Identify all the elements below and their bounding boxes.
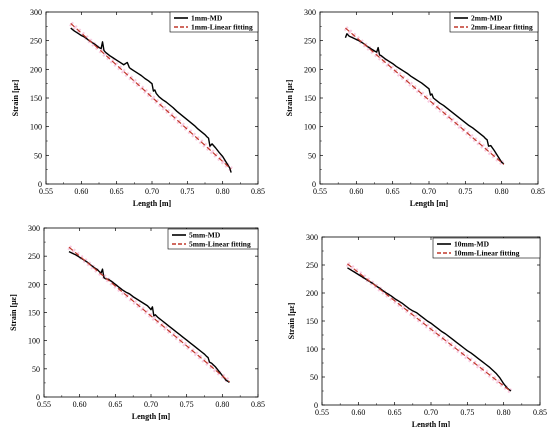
y-tick-label: 50 <box>308 151 316 160</box>
y-tick-label: 200 <box>30 65 42 74</box>
series-line-md <box>68 251 230 383</box>
y-tick-label: 300 <box>304 8 316 17</box>
y-tick-label: 250 <box>306 261 318 270</box>
x-tick-label: 0.60 <box>74 187 88 196</box>
series-line-md <box>70 27 232 173</box>
x-tick-label: 0.80 <box>495 187 509 196</box>
x-tick-label: 0.75 <box>180 400 194 409</box>
x-tick-label: 0.65 <box>110 187 124 196</box>
y-tick-label: 200 <box>306 289 318 298</box>
x-tick-label: 0.65 <box>388 408 402 417</box>
y-tick-label: 150 <box>28 309 40 318</box>
x-tick-label: 0.60 <box>349 187 363 196</box>
x-tick-label: 0.70 <box>145 187 159 196</box>
y-tick-label: 0 <box>38 180 42 189</box>
x-tick-label: 0.75 <box>180 187 194 196</box>
y-tick-label: 200 <box>304 65 316 74</box>
x-tick-label: 0.70 <box>422 187 436 196</box>
y-tick-label: 200 <box>28 280 40 289</box>
y-axis-label: Strain [µε] <box>9 294 18 331</box>
y-axis-label: Strain [µε] <box>285 79 294 116</box>
y-tick-label: 300 <box>306 233 318 242</box>
y-tick-label: 50 <box>34 151 42 160</box>
y-tick-label: 250 <box>304 37 316 46</box>
series-line-linear-fitting <box>345 27 505 165</box>
legend-box <box>169 11 259 33</box>
x-tick-label: 0.60 <box>73 400 87 409</box>
x-tick-label: 0.85 <box>251 400 265 409</box>
series-line-linear-fitting <box>68 246 230 383</box>
plot-area <box>67 245 232 384</box>
x-tick-label: 0.70 <box>424 408 438 417</box>
x-tick-label: 0.75 <box>458 187 472 196</box>
x-tick-label: 0.65 <box>108 400 122 409</box>
chart-panel-3: 0.55 0.60 0.65 0.70 0.75 0.80 0.85 0 50 100 150 200… <box>9 224 265 421</box>
chart-panel-2: 0.55 0.60 0.65 0.70 0.75 0.80 0.85 0 50 100 150 200… <box>285 8 545 208</box>
legend-label-md: 2mm-MD <box>471 14 503 23</box>
x-tick-label: 0.85 <box>533 408 547 417</box>
legend-label-linear-fitting: 1mm-Linear fitting <box>191 23 253 32</box>
y-tick-label: 100 <box>306 345 318 354</box>
y-tick-label: 150 <box>304 94 316 103</box>
x-axis-label: Length [m] <box>132 412 171 421</box>
y-tick-label: 100 <box>304 123 316 132</box>
legend-label-md: 5mm-MD <box>189 231 221 240</box>
x-tick-label: 0.55 <box>39 187 53 196</box>
legend-label-linear-fitting: 10mm-Linear fitting <box>454 249 520 258</box>
x-tick-label: 0.55 <box>315 408 329 417</box>
x-axis-label: Length [m] <box>412 420 451 427</box>
chart-panel-1: 0.55 0.60 0.65 0.70 0.75 0.80 0.85 0 50 100 150 200… <box>11 8 265 208</box>
x-tick-label: 0.60 <box>351 408 365 417</box>
y-axis-label: Strain [µε] <box>11 79 20 116</box>
x-tick-label: 0.85 <box>531 187 545 196</box>
x-axis-label: Length [m] <box>133 199 172 208</box>
x-tick-label: 0.65 <box>386 187 400 196</box>
y-tick-label: 300 <box>28 224 40 233</box>
legend-label-md: 10mm-MD <box>454 240 490 249</box>
y-tick-label: 0 <box>312 180 316 189</box>
x-tick-label: 0.85 <box>251 187 265 196</box>
plot-frame <box>321 236 541 406</box>
series-line-linear-fitting <box>347 263 512 393</box>
y-tick-label: 0 <box>36 393 40 402</box>
y-tick-label: 300 <box>30 8 42 17</box>
series-line-md <box>344 33 505 165</box>
y-tick-label: 50 <box>32 365 40 374</box>
plot-area <box>69 21 233 173</box>
plot-area <box>345 261 513 394</box>
y-tick-label: 250 <box>28 252 40 261</box>
legend-box <box>449 11 539 33</box>
plot-area <box>343 26 506 167</box>
legend-label-md: 1mm-MD <box>191 14 223 23</box>
y-tick-label: 100 <box>30 123 42 132</box>
x-tick-label: 0.80 <box>216 187 230 196</box>
legend-box <box>432 237 541 259</box>
x-tick-label: 0.70 <box>144 400 158 409</box>
y-tick-label: 150 <box>306 317 318 326</box>
x-tick-label: 0.80 <box>215 400 229 409</box>
x-axis-label: Length [m] <box>410 199 449 208</box>
legend-label-linear-fitting: 5mm-Linear fitting <box>189 240 251 249</box>
y-tick-label: 150 <box>30 94 42 103</box>
x-tick-label: 0.80 <box>497 408 511 417</box>
y-tick-label: 100 <box>28 337 40 346</box>
x-tick-label: 0.75 <box>460 408 474 417</box>
y-axis-label: Strain [µε] <box>287 302 296 339</box>
legend-box <box>167 228 259 250</box>
x-tick-label: 0.55 <box>313 187 327 196</box>
legend-label-linear-fitting: 2mm-Linear fitting <box>471 23 533 32</box>
y-tick-label: 250 <box>30 37 42 46</box>
series-line-linear-fitting <box>70 23 232 170</box>
y-tick-label: 0 <box>314 401 318 410</box>
chart-panel-4: 0.55 0.60 0.65 0.70 0.75 0.80 0.85 0 50 100 150 200… <box>287 233 547 427</box>
x-tick-label: 0.55 <box>37 400 51 409</box>
y-tick-label: 50 <box>310 373 318 382</box>
